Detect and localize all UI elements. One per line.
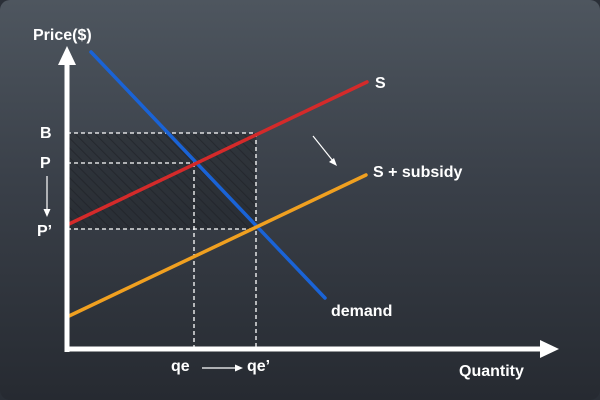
quantity-label-qe: qe	[171, 358, 190, 375]
supply-curve	[67, 80, 369, 226]
demand-label: demand	[331, 303, 392, 320]
x-axis-label: Quantity	[459, 363, 524, 380]
demand-curve	[89, 50, 327, 300]
arrow-down-icon	[43, 176, 51, 217]
arrow-right-icon	[202, 364, 243, 372]
price-label-b: B	[40, 125, 52, 142]
diagonal-arrow-down-right-icon	[312, 135, 337, 166]
y-axis	[58, 46, 76, 352]
x-axis	[65, 340, 559, 358]
y-axis-arrowhead-icon	[58, 46, 76, 65]
price-label-p-prime: P’	[37, 223, 52, 240]
y-axis-label: Price($)	[33, 27, 92, 44]
x-axis-arrowhead-icon	[540, 340, 559, 358]
supply-label: S	[375, 75, 386, 92]
supply-subsidy-curve	[67, 173, 368, 318]
quantity-label-qe-prime: qe’	[247, 358, 270, 375]
price-label-p: P	[40, 155, 51, 172]
supply-subsidy-label: S + subsidy	[373, 164, 462, 181]
